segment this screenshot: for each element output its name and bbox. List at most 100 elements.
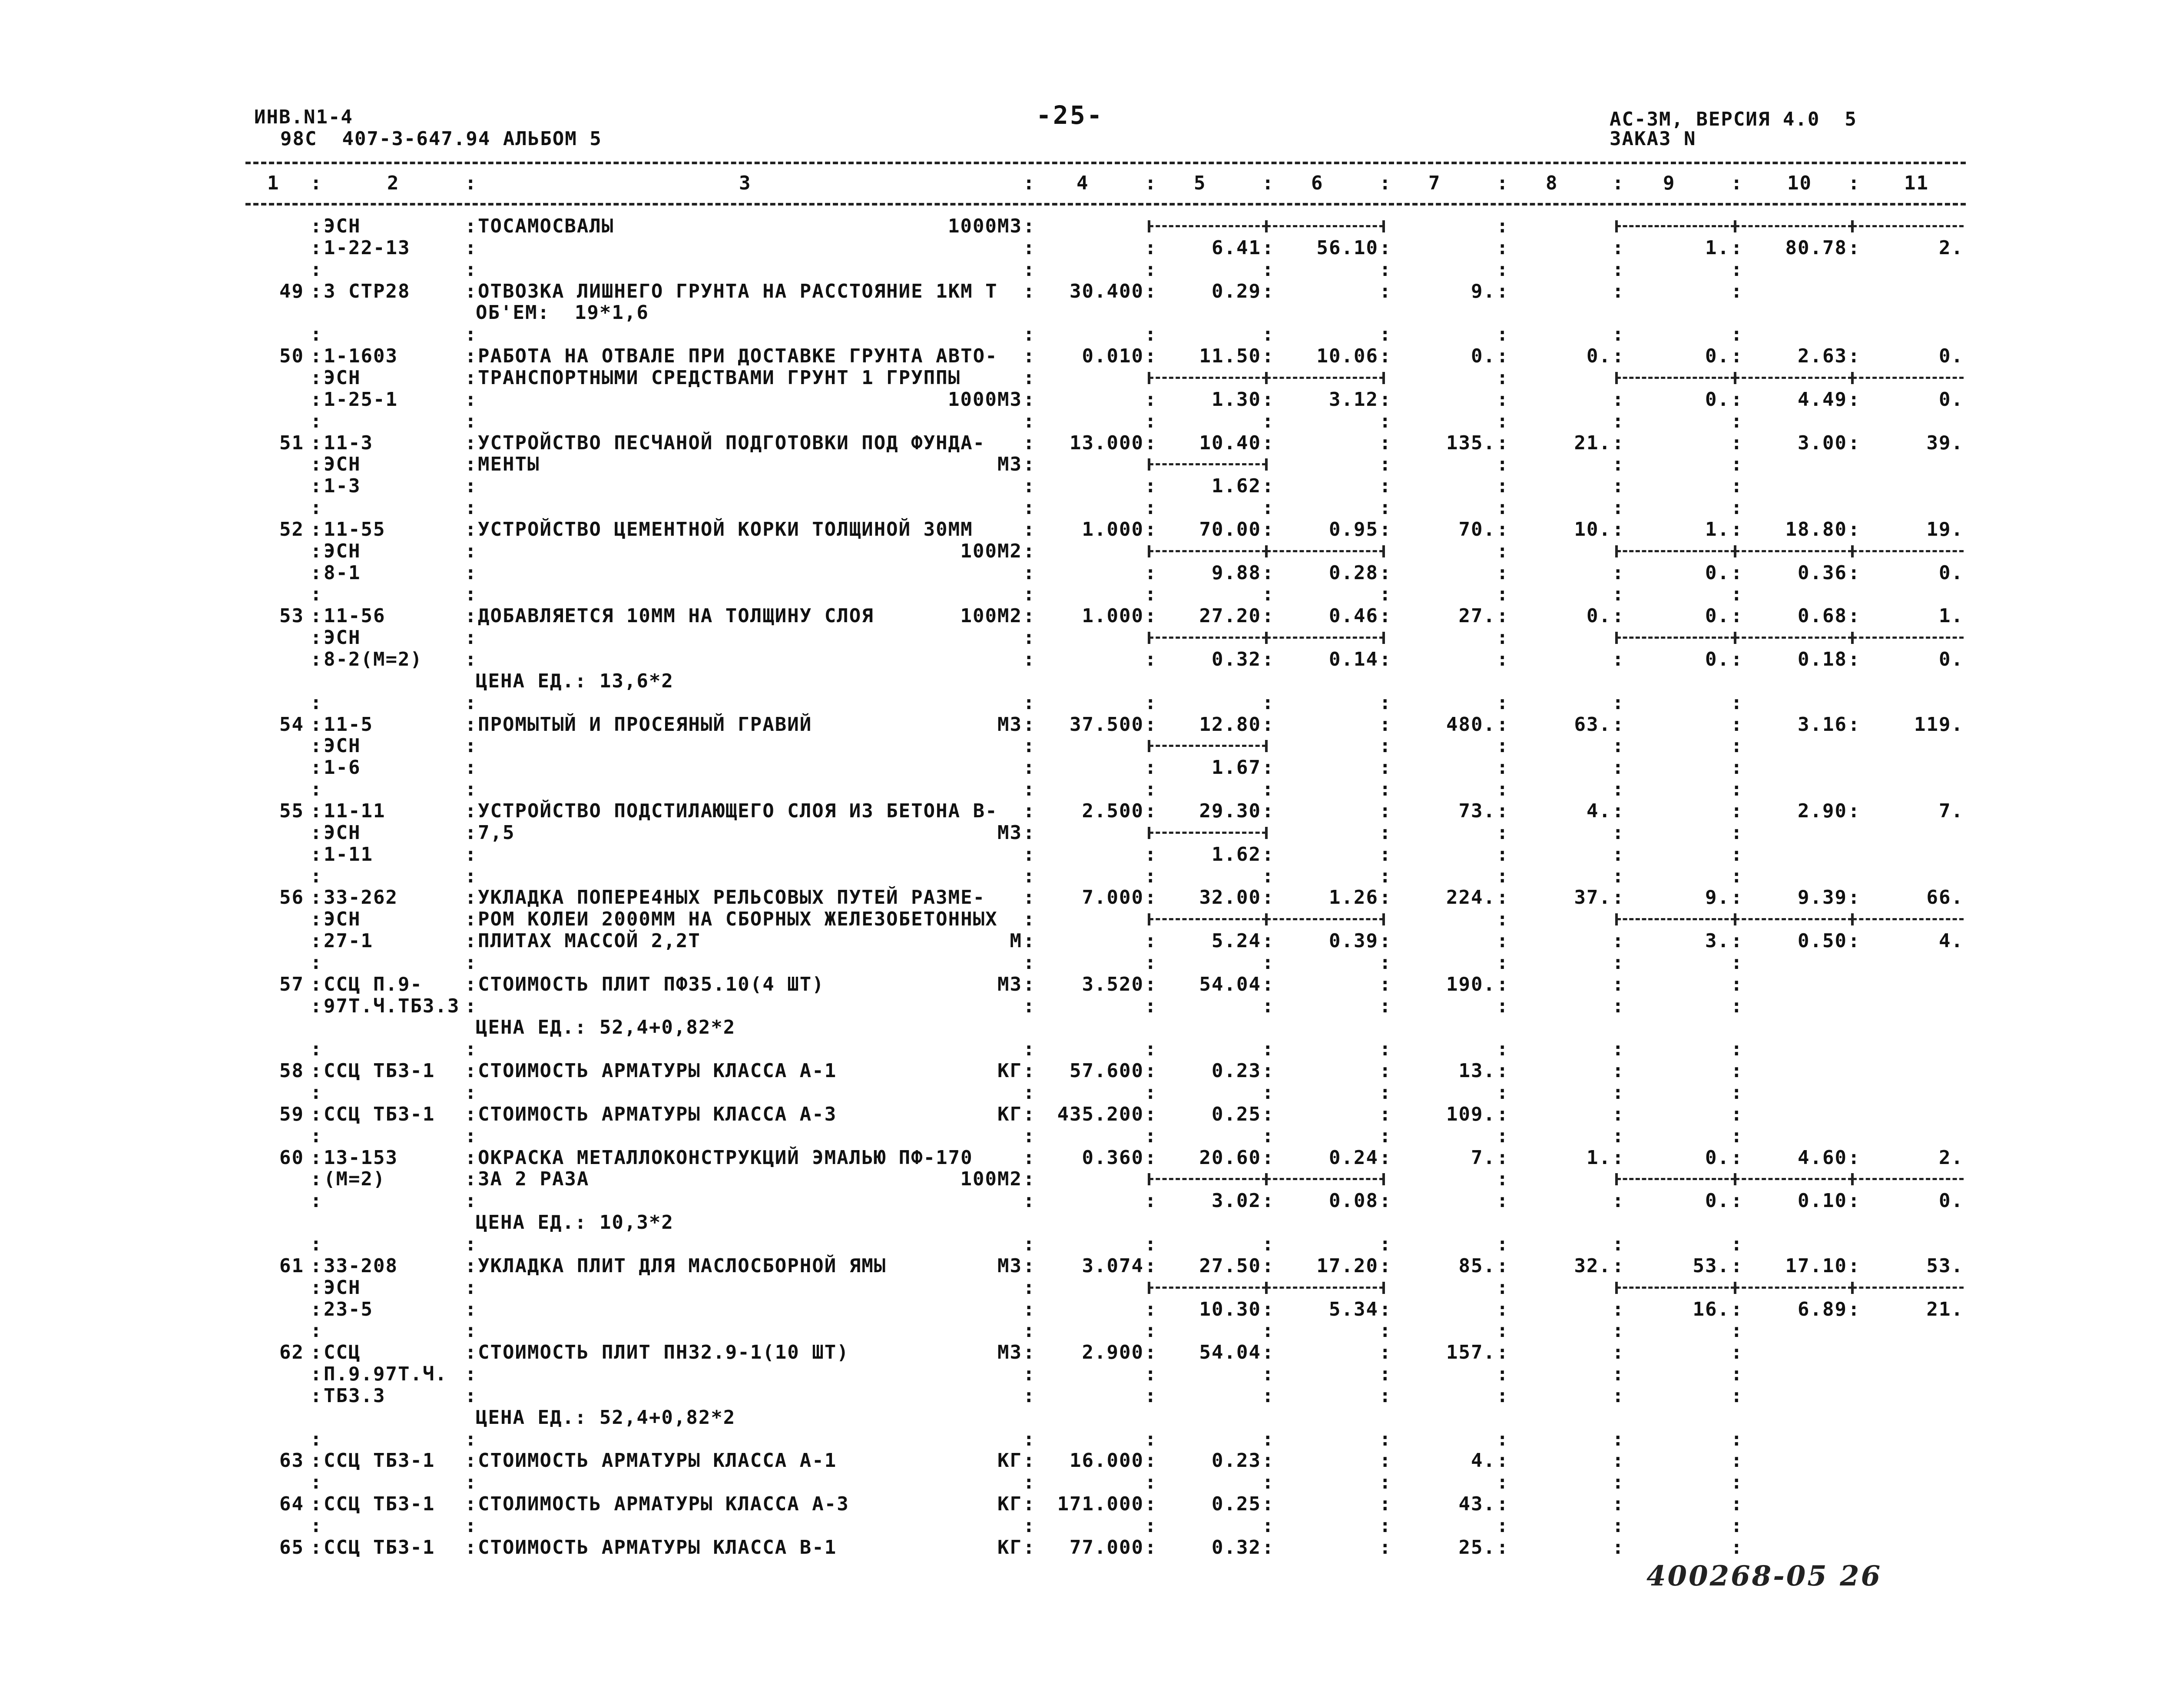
- column-separator: [1497, 454, 1505, 475]
- value-col-4: 2.500: [1082, 800, 1144, 822]
- column-separator: [1145, 930, 1153, 952]
- value-col-11: 0.: [1939, 648, 1964, 670]
- column-separator: [1023, 757, 1032, 779]
- row-number: 56: [279, 886, 304, 909]
- table-row: 53 11-56 ДОБАВЛЯЕТСЯ 10ММ НА ТОЛЩИНУ СЛОЯ 1…: [0, 605, 2163, 627]
- column-separator: [1379, 974, 1388, 995]
- column-separator: [1262, 974, 1271, 995]
- column-separator: [1379, 1255, 1388, 1277]
- column-separator: [1023, 887, 1032, 909]
- column-separator: [1497, 562, 1505, 584]
- table-row-line: [0, 584, 2163, 605]
- column-separator: [1379, 757, 1388, 779]
- column-separator: [1379, 866, 1388, 887]
- column-separator: [465, 866, 474, 887]
- column-separator: [1731, 345, 1739, 367]
- table-row-line: 1-25-1 1000М3 1.30 3.12 0. 4.49 0.: [0, 389, 2163, 411]
- column-separator: [1023, 649, 1032, 670]
- column-separator: [1262, 605, 1271, 627]
- work-description: СТОЛИМОСТЬ АРМАТУРЫ КЛАССА А-3: [478, 1493, 849, 1515]
- column-separator: [1612, 1082, 1621, 1104]
- norm-code: ССЦ ТБ3-1: [324, 1060, 435, 1082]
- column-separator: [1612, 866, 1621, 887]
- column-separator: [465, 1255, 474, 1277]
- value-col-6: 3.12: [1329, 388, 1378, 411]
- column-separator: [1145, 1190, 1153, 1212]
- value-col-10: 4.49: [1798, 388, 1847, 411]
- software-version: АС-3М, ВЕРСИЯ 4.0 5: [1610, 108, 1857, 130]
- column-separator: [1145, 1147, 1153, 1169]
- column-separator: [465, 389, 474, 411]
- column-separator: [1497, 844, 1505, 866]
- table-row-line: [0, 1472, 2163, 1493]
- value-col-7: 25.: [1458, 1536, 1496, 1559]
- column-number: 2: [387, 172, 400, 194]
- column-separator: [1848, 237, 1857, 259]
- column-separator: [465, 562, 474, 584]
- column-separator: [1497, 995, 1505, 1017]
- column-separator: [1731, 432, 1739, 454]
- norm-code: 1-11: [324, 843, 373, 866]
- column-separator: [465, 844, 474, 866]
- value-col-4: 171.000: [1057, 1493, 1144, 1515]
- column-separator: [1145, 1060, 1153, 1082]
- column-separator: [1145, 562, 1153, 584]
- column-separator: [1612, 1104, 1621, 1125]
- value-col-4: 77.000: [1070, 1536, 1144, 1559]
- subtotal-dash-rule: [1265, 1173, 1385, 1185]
- value-col-7: 73.: [1458, 800, 1496, 822]
- value-col-5: 1.62: [1212, 475, 1261, 497]
- column-separator: [1612, 605, 1621, 627]
- column-separator: [1145, 281, 1153, 302]
- column-separator: [1145, 866, 1153, 887]
- column-separator: [465, 1515, 474, 1537]
- column-separator: [1379, 692, 1388, 714]
- column-separator: [1612, 1299, 1621, 1320]
- value-col-7: 109.: [1446, 1103, 1496, 1125]
- column-separator: [1497, 1168, 1505, 1190]
- table-row: 56 33-262 УКЛАДКА ПОПЕРЕ4НЫХ РЕЛЬСОВЫХ ПУТ…: [0, 887, 2163, 909]
- column-separator: [1731, 1255, 1739, 1277]
- norm-code: 11-11: [324, 800, 386, 822]
- value-col-10: 2.90: [1798, 800, 1847, 822]
- column-separator: [310, 1342, 319, 1363]
- value-col-5: 9.88: [1212, 562, 1261, 584]
- column-separator: [1848, 605, 1857, 627]
- column-separator: [1379, 475, 1388, 497]
- column-separator: [1379, 1234, 1388, 1255]
- column-separator: [1379, 735, 1388, 757]
- value-col-11: 4.: [1939, 930, 1964, 952]
- column-separator: [1848, 519, 1857, 541]
- unit: 100М2: [960, 540, 1022, 562]
- column-separator: [1023, 1277, 1032, 1299]
- column-separator: [1497, 1082, 1505, 1104]
- value-col-4: 57.600: [1070, 1060, 1144, 1082]
- column-separator: [465, 172, 474, 194]
- column-separator: [1612, 1385, 1621, 1407]
- column-separator: [310, 1472, 319, 1493]
- column-separator: [1145, 1255, 1153, 1277]
- column-separator: [1262, 844, 1271, 866]
- table-row-line: ЦЕНА ЕД.: 52,4+0,82*2: [0, 1017, 2163, 1038]
- column-separator: [1731, 1038, 1739, 1060]
- value-col-7: 13.: [1458, 1060, 1496, 1082]
- value-col-9: 53.: [1693, 1255, 1730, 1277]
- column-separator: [1612, 844, 1621, 866]
- column-separator: [310, 1125, 319, 1147]
- table-row-line: 27-1 ПЛИТАХ МАССОЙ 2,2Т М 5.24 0.39 3. 0.50 4.: [0, 930, 2163, 952]
- column-separator: [1145, 1342, 1153, 1363]
- column-separator: [1262, 1320, 1271, 1342]
- column-separator: [1497, 1038, 1505, 1060]
- column-separator: [1497, 692, 1505, 714]
- column-separator: [1262, 584, 1271, 605]
- work-description: УКЛАДКА ПЛИТ ДЛЯ МАСЛОСБОРНОЙ ЯМЫ: [478, 1255, 887, 1277]
- value-col-9: 0.: [1705, 388, 1730, 411]
- column-separator: [1262, 389, 1271, 411]
- column-separator: [1848, 930, 1857, 952]
- column-separator: [1731, 475, 1739, 497]
- column-separator: [1731, 692, 1739, 714]
- line-note: ЦЕНА ЕД.: 13,6*2: [476, 670, 674, 692]
- table-row-line: ЭСН РОМ КОЛЕИ 2000ММ НА СБОРНЫХ ЖЕЛЕЗОБЕТ…: [0, 909, 2163, 930]
- column-separator: [1379, 411, 1388, 432]
- column-separator: [465, 1429, 474, 1450]
